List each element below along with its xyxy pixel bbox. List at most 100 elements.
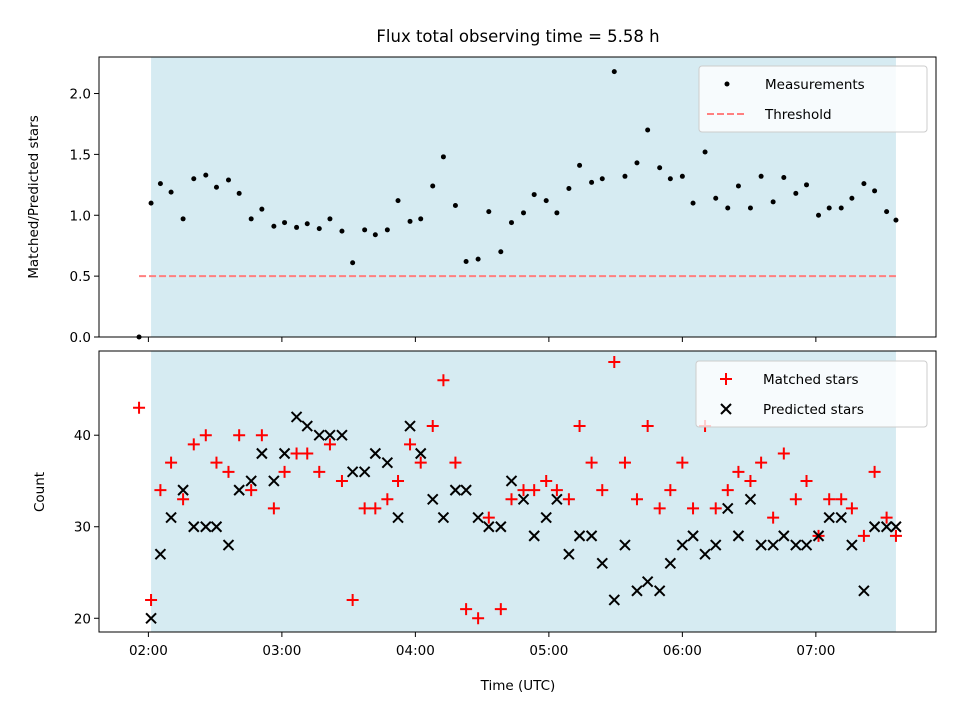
measurement-point <box>747 205 753 211</box>
x-tick-label: 06:00 <box>663 643 702 659</box>
predicted-stars-point <box>437 511 450 524</box>
predicted-stars-point <box>358 466 371 478</box>
predicted-stars-point <box>222 539 235 551</box>
measurement-point <box>554 210 560 216</box>
x-tick-label: 03:00 <box>262 643 301 659</box>
predicted-stars-point <box>460 484 472 496</box>
matched-stars-point <box>154 484 167 497</box>
measurement-point <box>440 154 446 160</box>
predicted-stars-point <box>210 521 223 533</box>
matched-stars-point <box>505 493 518 506</box>
matched-stars-point <box>392 474 405 487</box>
measurement-point <box>498 249 504 255</box>
measurement-point <box>304 221 310 227</box>
measurement-point <box>430 183 436 189</box>
matched-stars-point <box>676 456 689 469</box>
predicted-stars-point <box>585 530 598 542</box>
measurement-point <box>657 165 663 171</box>
predicted-stars-point <box>278 447 291 460</box>
predicted-stars-point <box>313 429 325 441</box>
top-panel-frame <box>98 56 937 338</box>
matched-stars-point <box>255 429 268 442</box>
matched-stars-point <box>346 593 359 606</box>
x-tick-label: 04:00 <box>396 643 435 659</box>
legend-threshold-label: Threshold <box>764 107 832 123</box>
matched-stars-point <box>449 456 462 469</box>
measurement-point <box>148 200 154 206</box>
measurement-point <box>248 216 254 222</box>
matched-stars-point <box>857 529 870 542</box>
predicted-stars-point <box>369 447 382 460</box>
matched-stars-point <box>767 511 780 524</box>
predicted-stars-point <box>563 548 575 560</box>
matched-stars-point <box>381 493 394 506</box>
predicted-stars-point <box>631 585 643 597</box>
measurement-point <box>180 216 186 222</box>
x-tick-label: 07:00 <box>796 643 835 659</box>
measurement-point <box>622 173 628 179</box>
measurement-point <box>316 226 322 232</box>
predicted-stars-point <box>890 521 902 533</box>
x-axis-label: Time (UTC) <box>480 678 556 694</box>
predicted-stars-point <box>472 511 484 524</box>
y-tick-label: 20 <box>74 611 91 627</box>
matched-stars-point <box>199 429 212 442</box>
predicted-stars-point <box>573 530 586 542</box>
predicted-stars-point <box>722 502 734 515</box>
legend-predicted-label: Predicted stars <box>763 402 864 418</box>
predicted-stars-point <box>188 521 200 533</box>
measurement-point <box>713 195 719 201</box>
matched-stars-point <box>755 456 768 469</box>
measurement-point <box>282 220 288 226</box>
matched-stars-point <box>823 493 836 506</box>
legend-predicted-marker <box>720 403 732 415</box>
legend-matched-label: Matched stars <box>763 372 859 388</box>
measurement-point <box>475 256 481 262</box>
predicted-stars-point <box>381 456 394 469</box>
measurement-point <box>758 173 764 179</box>
measurement-point <box>213 184 219 190</box>
matched-stars-point <box>358 502 371 515</box>
predicted-stars-point <box>835 511 847 524</box>
y-tick-label: 1.0 <box>70 208 91 224</box>
predicted-stars-point <box>687 530 699 542</box>
y-tick-label: 40 <box>74 428 91 444</box>
matched-stars-point <box>744 474 757 487</box>
predicted-stars-point <box>145 612 157 624</box>
matched-stars-point <box>267 502 280 515</box>
predicted-stars-point <box>676 539 689 551</box>
predicted-stars-point <box>154 548 167 560</box>
matched-stars-point <box>187 438 200 451</box>
measurement-point <box>339 228 345 234</box>
measurement-point <box>770 199 776 205</box>
matched-stars-point <box>618 456 631 469</box>
matched-stars-point <box>460 603 473 616</box>
measurement-point <box>350 260 356 266</box>
matched-stars-point <box>517 484 530 497</box>
predicted-stars-point <box>324 429 336 441</box>
matched-stars-point <box>290 447 303 460</box>
top-panel-ylabel: Matched/Predicted stars <box>26 115 42 278</box>
predicted-stars-point <box>427 493 439 505</box>
measurement-point <box>531 192 537 198</box>
predicted-stars-point <box>846 539 858 551</box>
matched-stars-point <box>868 465 881 478</box>
matched-stars-point <box>528 484 541 497</box>
predicted-stars-point <box>732 530 745 542</box>
matched-stars-point <box>222 465 235 478</box>
legend-measurements-marker <box>724 81 730 87</box>
predicted-stars-point <box>699 548 711 560</box>
measurement-point <box>690 200 696 206</box>
predicted-stars-point <box>233 484 245 496</box>
measurement-point <box>667 176 673 182</box>
measurement-point <box>225 177 231 183</box>
measurement-point <box>611 69 617 75</box>
matched-stars-point <box>540 474 553 487</box>
matched-stars-point <box>835 493 848 506</box>
matched-stars-point <box>789 493 802 506</box>
chart-title: Flux total observing time = 5.58 h <box>376 27 659 46</box>
predicted-stars-point <box>767 539 779 551</box>
measurement-point <box>735 183 741 189</box>
predicted-stars-point <box>664 557 677 570</box>
measurement-point <box>826 205 832 211</box>
